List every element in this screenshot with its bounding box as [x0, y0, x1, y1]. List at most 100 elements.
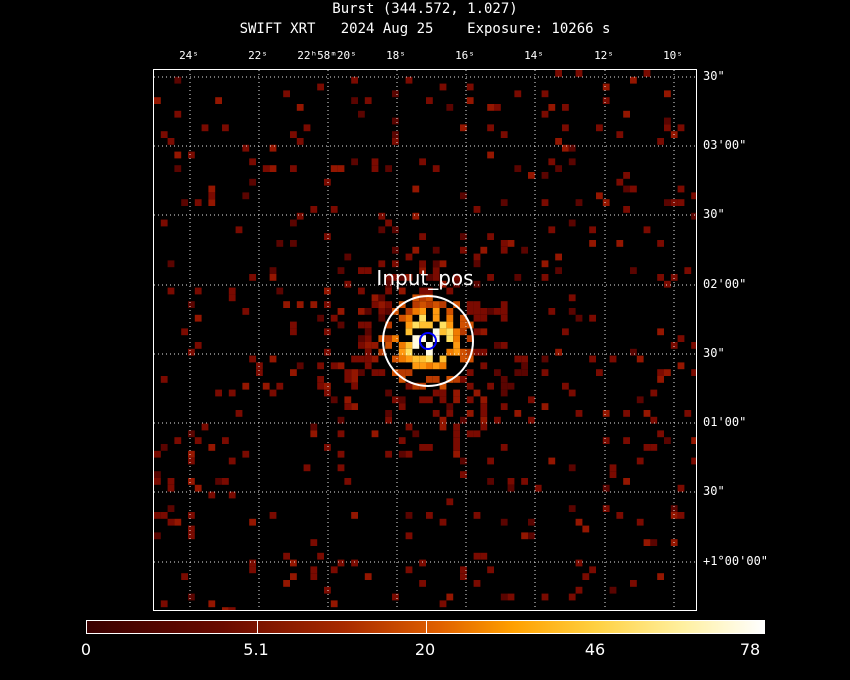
count-pixel: [174, 110, 182, 118]
image-title: Burst (344.572, 1.027): [332, 1, 518, 17]
count-pixel: [466, 83, 474, 91]
count-pixel: [290, 559, 297, 567]
count-pixel: [446, 498, 454, 506]
count-pixel: [419, 287, 426, 295]
count-pixel: [589, 240, 596, 247]
count-pixel: [602, 505, 610, 512]
count-pixel: [500, 246, 508, 254]
count-pixel: [473, 512, 481, 519]
count-pixel: [439, 600, 447, 608]
count-pixel: [426, 396, 433, 404]
count-pixel: [528, 172, 535, 179]
count-pixel: [555, 165, 562, 172]
count-pixel: [453, 389, 460, 397]
count-pixel: [548, 158, 556, 166]
count-pixel: [691, 437, 696, 444]
count-pixel: [154, 97, 161, 104]
count-pixel: [575, 586, 583, 594]
count-pixel: [521, 369, 528, 376]
count-pixel: [466, 301, 474, 308]
count-pixel: [385, 321, 392, 329]
count-pixel: [541, 403, 549, 410]
count-pixel: [337, 362, 345, 370]
count-pixel: [426, 342, 433, 349]
count-pixels: [154, 70, 696, 610]
count-pixel: [194, 287, 202, 295]
ra-tick-label: 22ˢ: [248, 49, 268, 62]
count-pixel: [310, 206, 318, 213]
count-pixel: [174, 76, 182, 84]
count-pixel: [188, 532, 195, 540]
count-pixel: [385, 274, 392, 281]
count-pixel: [412, 430, 420, 438]
count-pixel: [358, 369, 365, 376]
count-pixel: [473, 301, 481, 308]
count-pixel: [351, 76, 358, 84]
count-pixel: [623, 478, 630, 485]
count-pixel: [568, 308, 576, 315]
count-pixel: [405, 512, 413, 519]
count-pixel: [324, 233, 331, 240]
count-pixel: [466, 308, 474, 315]
count-pixel: [650, 539, 658, 546]
count-pixel: [330, 396, 338, 404]
count-pixel: [364, 348, 372, 356]
count-pixel: [228, 287, 236, 295]
count-pixel: [344, 376, 352, 383]
count-pixel: [636, 355, 644, 363]
count-pixel: [228, 607, 236, 610]
count-pixel: [473, 552, 481, 560]
count-pixel: [453, 444, 460, 451]
count-pixel: [500, 518, 508, 526]
count-pixel: [439, 355, 447, 363]
count-pixel: [623, 437, 630, 444]
count-pixel: [419, 335, 426, 342]
count-pixel: [480, 362, 488, 370]
count-pixel: [473, 308, 481, 315]
count-pixel: [466, 396, 474, 404]
count-pixel: [426, 294, 433, 302]
count-pixel: [616, 240, 624, 247]
dec-tick-label: 02'00": [703, 277, 747, 291]
count-pixel: [500, 444, 508, 451]
count-pixel: [419, 396, 426, 404]
ra-tick-label: 24ˢ: [179, 49, 199, 62]
count-pixel: [378, 369, 386, 376]
count-pixel: [188, 457, 195, 465]
count-pixel: [222, 437, 229, 444]
count-pixel: [480, 396, 488, 404]
count-pixel: [500, 131, 508, 138]
count-pixel: [296, 104, 304, 111]
count-pixel: [670, 342, 678, 349]
count-pixel: [657, 328, 664, 336]
count-pixel: [555, 70, 562, 77]
count-pixel: [568, 219, 576, 227]
count-pixel: [351, 512, 358, 519]
count-pixel: [623, 206, 630, 213]
count-pixel: [303, 464, 311, 472]
count-pixel: [473, 314, 481, 322]
count-pixel: [426, 512, 433, 519]
count-pixel: [630, 76, 637, 84]
count-pixel: [480, 348, 488, 356]
count-pixel: [392, 90, 399, 98]
count-pixel: [500, 593, 508, 601]
count-pixel: [419, 314, 426, 322]
count-pixel: [249, 559, 256, 567]
count-pixel: [385, 335, 392, 342]
count-pixel: [337, 464, 345, 472]
count-pixel: [405, 566, 413, 574]
count-pixel: [500, 301, 508, 308]
count-pixel: [228, 389, 236, 397]
count-pixel: [487, 478, 494, 485]
count-pixel: [521, 362, 528, 370]
count-pixel: [303, 124, 311, 132]
ra-tick-label: 12ˢ: [594, 49, 614, 62]
count-pixel: [555, 253, 562, 261]
count-pixel: [385, 280, 392, 288]
count-pixel: [194, 199, 202, 206]
count-pixel: [378, 348, 386, 356]
count-pixel: [575, 199, 583, 206]
count-pixel: [181, 573, 188, 580]
count-pixel: [446, 410, 454, 417]
